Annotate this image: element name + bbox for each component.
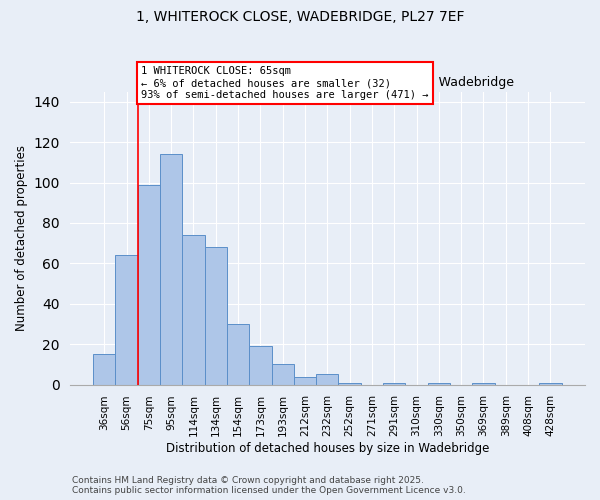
Bar	[472, 382, 494, 384]
Bar	[316, 374, 338, 384]
Bar	[93, 354, 115, 384]
Bar	[249, 346, 272, 385]
Bar	[227, 324, 249, 384]
Bar	[428, 382, 450, 384]
Title: Size of property relative to detached houses in Wadebridge: Size of property relative to detached ho…	[141, 76, 514, 89]
Bar	[272, 364, 294, 384]
Text: Contains HM Land Registry data © Crown copyright and database right 2025.
Contai: Contains HM Land Registry data © Crown c…	[72, 476, 466, 495]
Bar	[383, 382, 406, 384]
Bar	[539, 382, 562, 384]
Bar	[137, 184, 160, 384]
Y-axis label: Number of detached properties: Number of detached properties	[15, 145, 28, 331]
Text: 1, WHITEROCK CLOSE, WADEBRIDGE, PL27 7EF: 1, WHITEROCK CLOSE, WADEBRIDGE, PL27 7EF	[136, 10, 464, 24]
Bar	[160, 154, 182, 384]
Bar	[338, 382, 361, 384]
Bar	[182, 235, 205, 384]
Bar	[205, 247, 227, 384]
Bar	[115, 256, 137, 384]
Bar	[294, 376, 316, 384]
Text: 1 WHITEROCK CLOSE: 65sqm
← 6% of detached houses are smaller (32)
93% of semi-de: 1 WHITEROCK CLOSE: 65sqm ← 6% of detache…	[141, 66, 428, 100]
X-axis label: Distribution of detached houses by size in Wadebridge: Distribution of detached houses by size …	[166, 442, 489, 455]
